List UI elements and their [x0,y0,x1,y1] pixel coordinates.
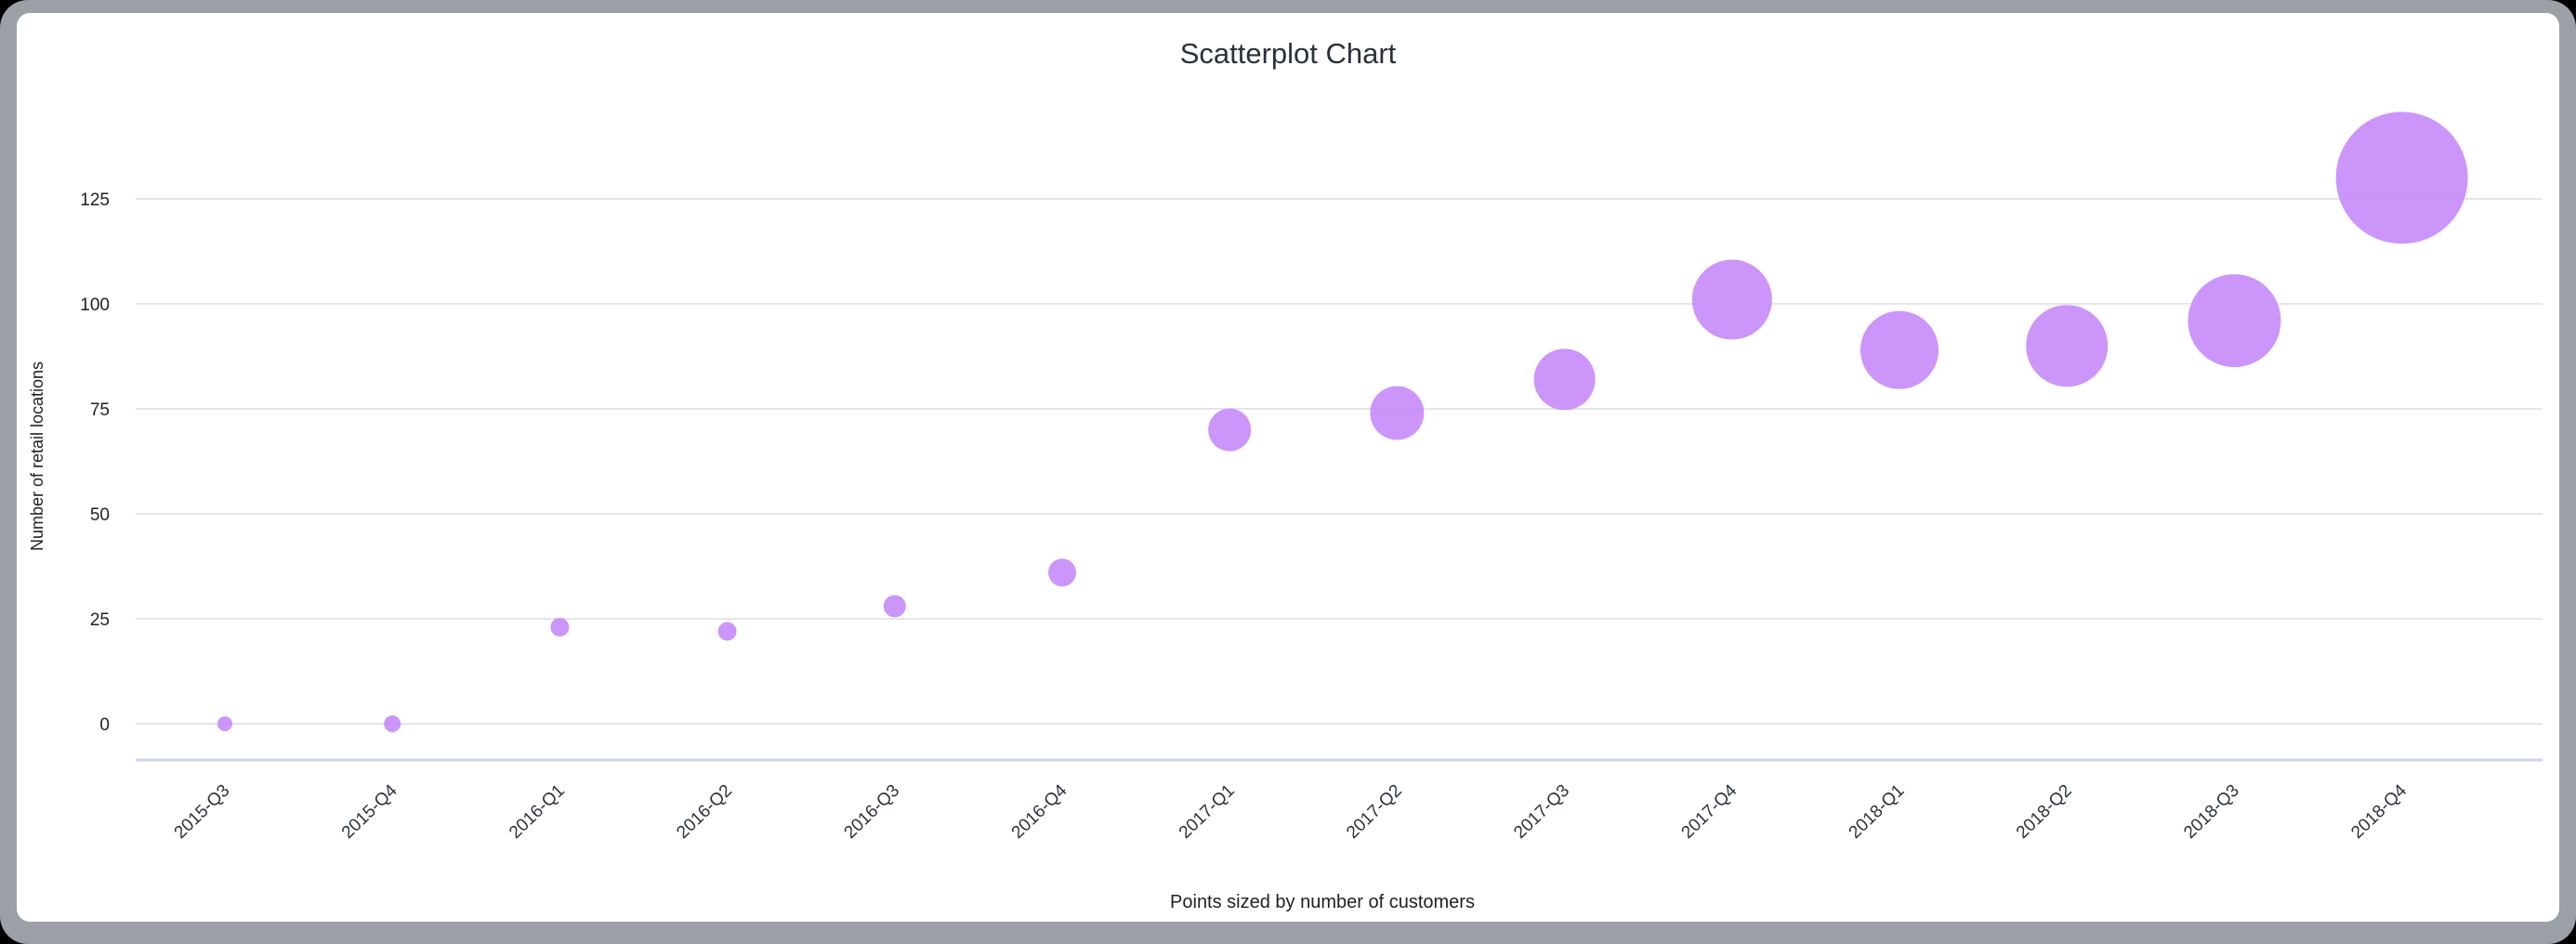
bubble-2018-Q2[interactable]: 2018-Q2: 90 [2026,305,2109,387]
y-tick-label-25: 25 [90,610,110,630]
bubble-2017-Q1[interactable]: 2017-Q1: 70 [1208,408,1252,452]
bubble-2016-Q4[interactable]: 2016-Q4: 36 [1048,558,1076,587]
bubble-series: 2015-Q3: 0 2015-Q4: 0 2016-Q1: 23 2016-Q2: … [217,111,2468,732]
bubble-2016-Q3[interactable]: 2016-Q3: 28 [883,595,906,618]
y-tick-label-0: 0 [99,715,110,735]
gridlines [136,198,2543,762]
bubble-2017-Q2[interactable]: 2017-Q2: 74 [1370,386,1425,440]
y-tick-label-50: 50 [90,505,110,525]
y-axis-tick-labels: 0 25 50 75 100 125 [80,190,110,735]
y-tick-label-125: 125 [80,190,110,210]
y-tick-label-100: 100 [80,295,110,315]
bubble-2017-Q4[interactable]: 2017-Q4: 101 [1691,259,1772,340]
bubble-2015-Q4[interactable]: 2015-Q4: 0 [384,715,401,732]
bubble-2016-Q1[interactable]: 2016-Q1: 23 [550,618,570,637]
bubble-2018-Q1[interactable]: 2018-Q1: 89 [1860,310,1939,389]
bubble-2018-Q3[interactable]: 2018-Q3: 96 [2188,274,2281,368]
bubble-2015-Q3[interactable]: 2015-Q3: 0 [217,716,232,731]
bubble-2017-Q3[interactable]: 2017-Q3: 82 [1533,348,1596,411]
bubble-2016-Q2[interactable]: 2016-Q2: 22 [717,622,737,641]
y-tick-label-75: 75 [90,400,110,420]
x-axis-caption: Points sized by number of customers [1170,892,1475,912]
chart-title: Scatterplot Chart [1180,37,1397,70]
chart-card [17,13,2559,922]
y-axis-title: Number of retail locations [28,361,46,551]
bubble-2018-Q4[interactable]: 2018-Q4: 130 [2335,111,2468,244]
